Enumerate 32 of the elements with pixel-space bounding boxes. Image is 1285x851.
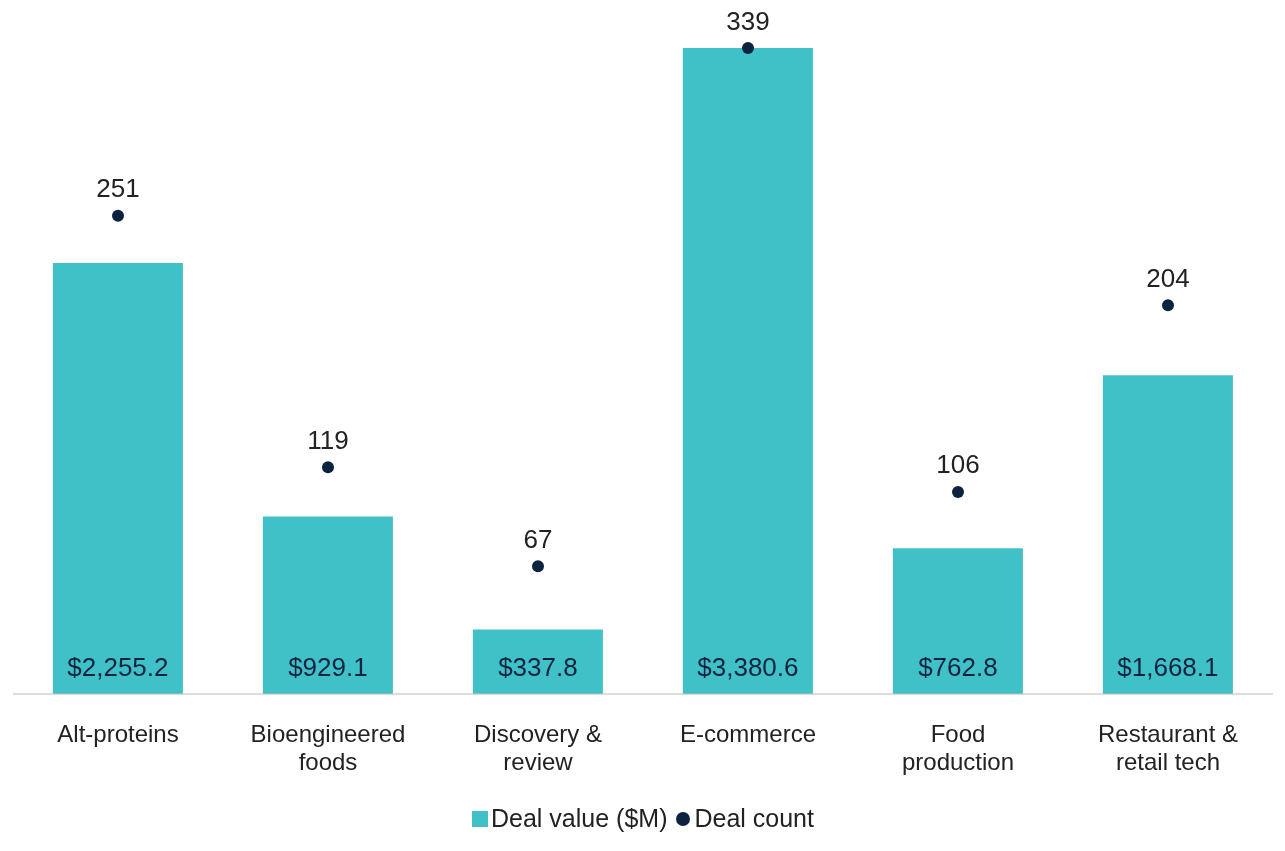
data-label: 339 <box>726 5 770 36</box>
point <box>1162 299 1174 312</box>
data-label: $3,380.6 <box>697 652 799 682</box>
data-label: 204 <box>1146 262 1190 293</box>
data-label: $337.8 <box>498 652 578 682</box>
data-label: 106 <box>936 449 980 480</box>
x-tick-label: Alt-proteins <box>57 720 179 747</box>
legend-label: Deal value ($M) <box>491 804 668 833</box>
data-label: 119 <box>307 424 349 455</box>
data-label: $929.1 <box>288 652 368 682</box>
x-tick-label: Bioengineered foods <box>250 720 406 775</box>
bar <box>1102 375 1233 694</box>
x-tick-label: Discovery & review <box>473 720 603 775</box>
x-tick-label: Food production <box>901 720 1015 775</box>
point <box>952 486 964 499</box>
legend-label: Deal count <box>694 804 814 833</box>
x-tick-label: E-commerce <box>679 720 817 747</box>
bar <box>52 263 183 694</box>
point <box>322 461 334 474</box>
x-tick-label: Restaurant & retail tech <box>1097 720 1239 775</box>
bar <box>262 516 393 694</box>
data-label: 67 <box>523 523 553 554</box>
bar <box>892 548 1023 694</box>
point <box>742 42 754 54</box>
data-label: $2,255.2 <box>67 652 169 682</box>
data-label: $1,668.1 <box>1117 652 1219 682</box>
bar <box>682 48 813 694</box>
bar <box>472 629 603 694</box>
point <box>112 209 124 222</box>
data-label: $762.8 <box>918 652 998 682</box>
data-label: 251 <box>96 173 140 204</box>
point <box>532 560 544 573</box>
